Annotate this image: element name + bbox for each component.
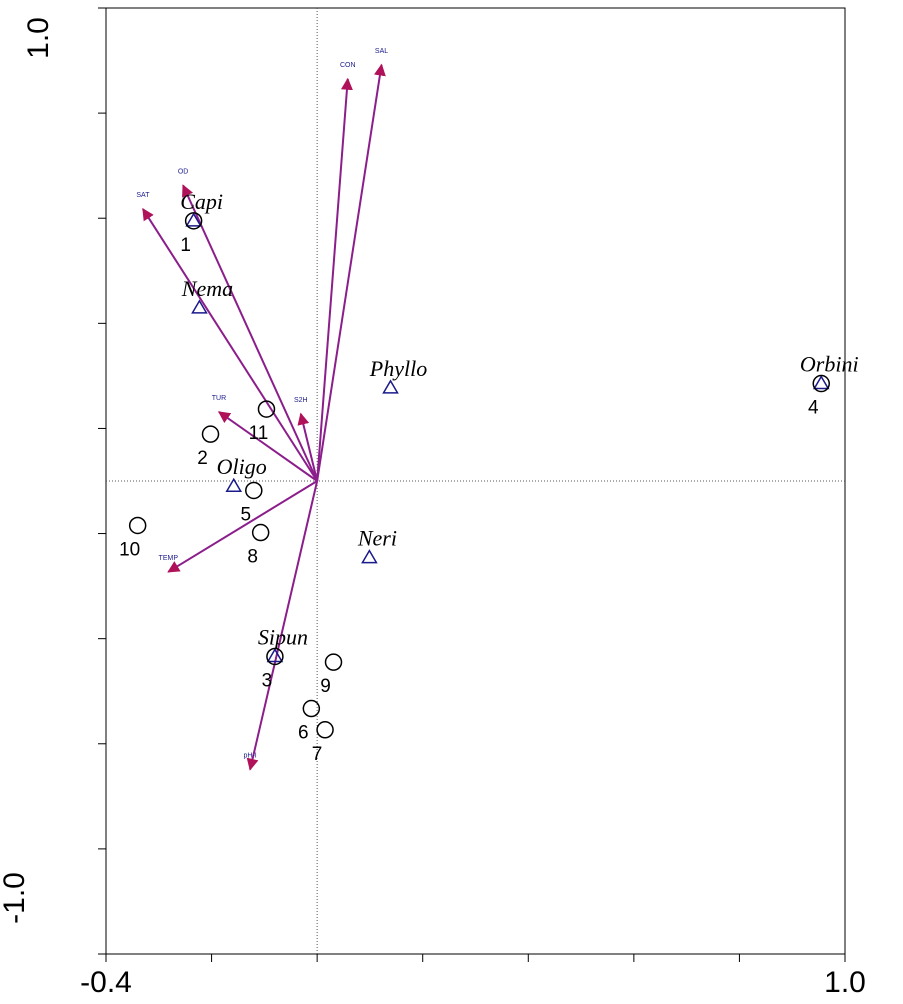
site-label-5: 5 (241, 504, 252, 525)
env-label-con: CON (340, 62, 356, 69)
site-label-9: 9 (320, 676, 331, 697)
species-point-nema (191, 299, 208, 314)
site-point-4 (812, 374, 830, 393)
site-point-9 (324, 653, 343, 671)
env-arrow-od (182, 184, 319, 482)
site-label-8: 8 (247, 547, 258, 568)
species-label-nema: Nema (181, 276, 233, 301)
site-label-4: 4 (808, 398, 819, 419)
env-label-temp: TEMP (159, 555, 179, 562)
env-arrow-temp (167, 480, 318, 573)
site-point-2 (201, 425, 220, 443)
site-point-1 (184, 212, 203, 230)
site-point-3 (266, 647, 284, 666)
site-label-2: 2 (197, 448, 208, 469)
env-label-tur: TUR (212, 395, 226, 402)
env-arrow-tur (217, 411, 318, 482)
environmental-vectors: CON SAL OD SAT TUR S2H TEMP pH-I (136, 48, 388, 771)
env-label-sat: SAT (136, 192, 150, 199)
zero-reference-lines (106, 8, 845, 954)
species-point-neri (361, 549, 378, 564)
site-label-1: 1 (180, 235, 191, 256)
species-point-phyllo (382, 379, 399, 394)
site-label-11: 11 (249, 423, 269, 444)
site-point-7 (316, 721, 334, 739)
site-point-6 (302, 699, 321, 718)
site-point-11 (257, 400, 276, 418)
species-label-oligo: Oligo (217, 454, 267, 479)
env-arrow-s2h (297, 412, 319, 482)
species-point-orbini (812, 375, 830, 390)
site-point-8 (251, 523, 270, 542)
species-point-sipun (266, 647, 284, 663)
axis-ticks (98, 7, 846, 962)
axis-tick-labels: -0.4 1.0 1.0 -1.0 (0, 17, 866, 999)
env-arrow-sat (142, 208, 318, 482)
env-label-sal: SAL (375, 48, 388, 55)
site-point-10 (128, 516, 147, 535)
site-label-6: 6 (298, 723, 309, 744)
species-label-capi: Capi (180, 189, 223, 214)
species-points: Capi Nema Phyllo Orbini Oligo Neri Sipun (180, 189, 859, 663)
species-point-oligo (225, 477, 243, 492)
site-label-10: 10 (119, 539, 140, 560)
species-point-capi (185, 212, 202, 227)
site-label-3: 3 (262, 670, 273, 691)
y-tick-label-min: -1.0 (0, 872, 31, 924)
env-label-ph-i: pH-I (243, 753, 256, 760)
species-label-neri: Neri (357, 526, 397, 551)
site-point-5 (245, 481, 263, 500)
env-arrow-con (316, 77, 353, 482)
site-points: 1 2 3 4 5 67 8 9 10 11 (119, 212, 830, 765)
env-label-od: OD (178, 168, 189, 175)
site-label-7: 7 (312, 744, 323, 765)
env-label-s2h: S2H (294, 397, 308, 404)
species-label-sipun: Sipun (258, 624, 308, 649)
species-label-orbini: Orbini (800, 352, 859, 377)
env-arrow-ph-i (246, 480, 319, 771)
x-tick-label-max: 1.0 (824, 966, 866, 999)
y-tick-label-max: 1.0 (22, 17, 55, 59)
x-tick-label-min: -0.4 (80, 966, 132, 999)
env-arrow-sal (316, 63, 386, 482)
species-label-phyllo: Phyllo (369, 356, 427, 381)
